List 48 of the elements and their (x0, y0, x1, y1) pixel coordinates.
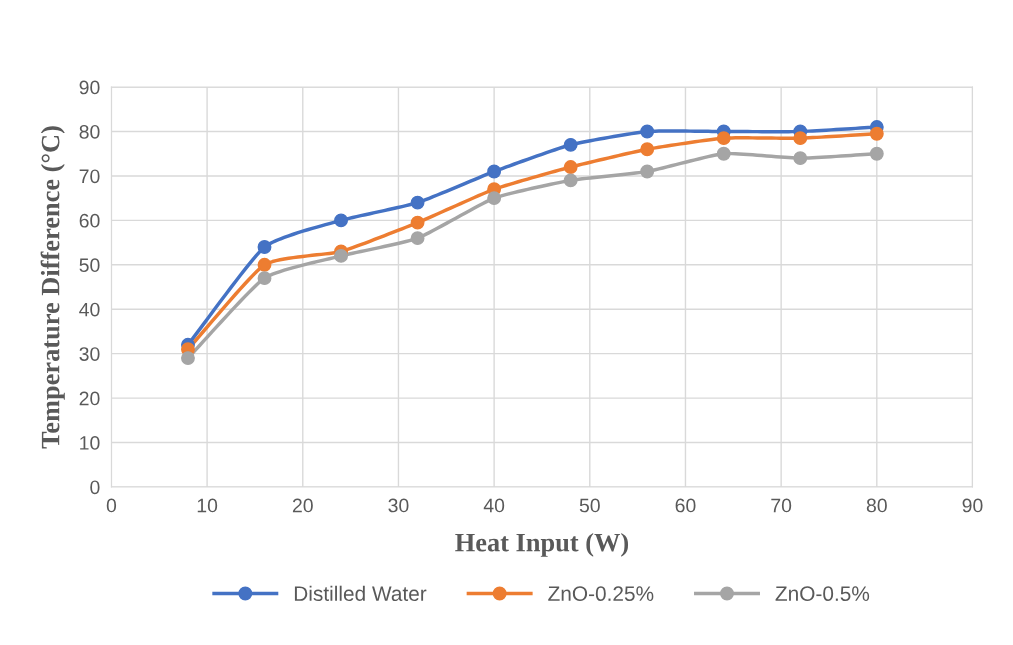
point (257, 240, 272, 254)
x-tick-label: 30 (388, 498, 409, 513)
point (410, 195, 425, 210)
y-tick-label: 40 (79, 302, 100, 317)
x-tick-label: 90 (962, 498, 983, 513)
point (334, 248, 348, 263)
point (563, 173, 578, 188)
point (487, 191, 502, 206)
legend-label: ZnO-0.25% (548, 586, 654, 602)
point (869, 146, 884, 161)
point (563, 160, 578, 175)
point (181, 351, 195, 366)
point (640, 164, 655, 179)
x-tick-label: 40 (483, 498, 505, 513)
point (334, 213, 348, 228)
y-tick-label: 30 (79, 347, 100, 361)
y-tick-label: 90 (79, 80, 100, 95)
x-tick-label: 50 (579, 498, 600, 513)
y-tick-label: 0 (90, 480, 100, 495)
point (563, 137, 578, 152)
y-tick-label: 70 (79, 169, 100, 184)
x-tick-label: 70 (771, 498, 792, 513)
x-tick-label: 20 (292, 498, 313, 513)
x-axis-title: Heat Input (W) (455, 532, 629, 557)
point (716, 146, 731, 161)
point (793, 131, 808, 146)
y-tick-label: 80 (79, 124, 100, 139)
point (716, 131, 731, 146)
legend-label: ZnO-0.5% (775, 586, 870, 602)
point (257, 257, 272, 272)
y-tick-label: 10 (80, 436, 100, 450)
y-tick-label: 50 (79, 258, 100, 273)
legend-label: Distilled Water (294, 585, 427, 602)
point (640, 142, 655, 157)
point (257, 271, 272, 286)
x-tick-label: 60 (675, 498, 696, 513)
x-tick-label: 10 (197, 498, 218, 513)
y-tick-label: 60 (79, 213, 100, 228)
point (487, 164, 502, 179)
point (640, 124, 655, 139)
point (793, 151, 808, 166)
point (869, 126, 884, 141)
y-axis-title: Temperature Difference (°C) (40, 126, 65, 449)
point (410, 215, 425, 230)
point (410, 231, 425, 246)
y-tick-label: 20 (79, 391, 100, 406)
x-tick-label: 0 (106, 498, 117, 513)
x-tick-label: 80 (866, 498, 887, 513)
